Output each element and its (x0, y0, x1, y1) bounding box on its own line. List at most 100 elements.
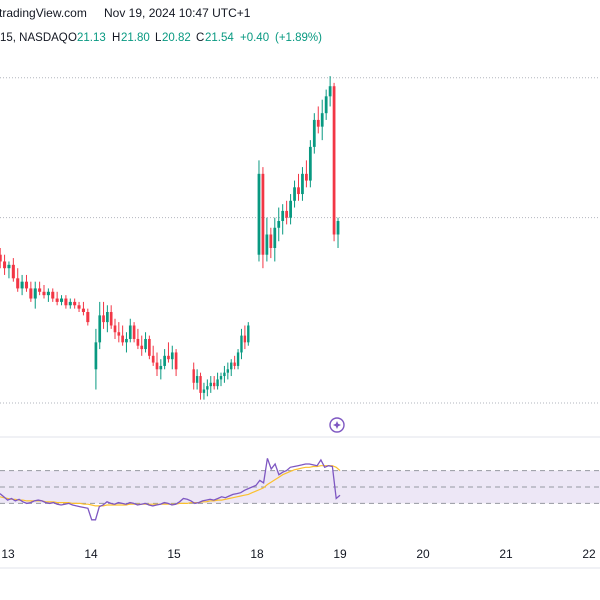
candle (136, 328, 140, 350)
candle (308, 140, 312, 188)
candle-body (316, 119, 320, 127)
candle (167, 342, 170, 363)
candle-body (7, 264, 11, 269)
candle (202, 382, 206, 400)
candle-body (192, 369, 195, 383)
candle (55, 291, 59, 306)
candle (64, 295, 68, 309)
candle-body (297, 187, 300, 195)
candle (226, 362, 230, 380)
candle-body (209, 382, 212, 387)
candle (151, 345, 155, 366)
candle (94, 328, 98, 390)
candle-body (0, 254, 2, 262)
candle (7, 261, 11, 279)
candle (29, 281, 33, 302)
candle (140, 335, 144, 356)
candle-body (312, 119, 316, 147)
flag-icon[interactable] (329, 417, 345, 433)
candle-body (73, 301, 77, 306)
candle-body (155, 362, 159, 370)
candle (206, 379, 209, 397)
open-value: 21.13 (77, 32, 106, 44)
candle-body (128, 325, 132, 339)
candle (59, 295, 64, 306)
candle-body (38, 288, 42, 292)
candle (144, 332, 147, 353)
candle-body (269, 234, 273, 248)
candle-body (170, 352, 174, 360)
chart-header: tradingView.com Nov 19, 2024 10:47 UTC+1 (0, 6, 600, 20)
candle-body (3, 261, 7, 269)
candle-body (199, 376, 202, 393)
candle-body (261, 173, 265, 255)
candle-body (336, 221, 340, 235)
candle (51, 288, 55, 302)
candle-body (136, 338, 140, 346)
candle (117, 322, 121, 343)
candle-body (20, 281, 24, 289)
candle-body (233, 362, 236, 366)
candle-body (159, 365, 163, 370)
candle-body (285, 210, 289, 218)
candle-body (16, 278, 20, 289)
candle-body (140, 345, 144, 350)
candle-body (230, 362, 233, 370)
candle-body (98, 315, 102, 343)
candle (155, 352, 159, 377)
x-tick-label: 21 (499, 547, 513, 561)
x-tick-label: 19 (333, 547, 347, 561)
candlestick-series (0, 76, 340, 400)
candle-body (206, 386, 209, 390)
candle (170, 345, 174, 370)
candle (106, 305, 109, 333)
candle (320, 99, 324, 141)
candle-body (293, 187, 296, 201)
candle (102, 301, 105, 329)
candle-body (265, 234, 269, 255)
candle-body (328, 86, 332, 97)
rsi-panel (0, 458, 600, 521)
candle (216, 372, 219, 390)
candle-body (42, 291, 46, 296)
candle (243, 325, 247, 350)
candle (240, 328, 243, 360)
candle (132, 322, 136, 343)
candle-body (33, 288, 37, 299)
chart-grid (0, 77, 600, 438)
candle (16, 268, 20, 292)
candle-body (51, 291, 55, 299)
candle (125, 332, 128, 353)
candle (0, 247, 2, 269)
candle (24, 274, 29, 292)
candle-body (257, 173, 261, 255)
candle (159, 359, 163, 380)
candle (297, 173, 300, 201)
candle-body (109, 312, 113, 326)
close-label: C (196, 32, 205, 44)
close-value: 21.54 (205, 32, 234, 44)
candle (109, 305, 113, 329)
rsi-line (0, 458, 341, 521)
candle-body (117, 332, 121, 336)
candle-body (174, 352, 178, 370)
candle (163, 349, 166, 370)
candle-body (195, 376, 199, 383)
x-tick-label: 15 (167, 547, 181, 561)
candle (233, 355, 236, 370)
x-tick-label: 18 (250, 547, 264, 561)
source-watermark: tradingView.com (0, 6, 87, 20)
candle (174, 349, 178, 377)
candle-body (226, 369, 230, 373)
candle-body (68, 301, 72, 306)
candle (219, 372, 223, 387)
candle (11, 258, 15, 282)
candle (257, 160, 261, 262)
candle (148, 335, 151, 360)
candle-body (305, 173, 308, 181)
candle-body (212, 382, 216, 387)
candle-body (77, 305, 81, 309)
candle (33, 281, 37, 309)
candle (98, 301, 102, 350)
